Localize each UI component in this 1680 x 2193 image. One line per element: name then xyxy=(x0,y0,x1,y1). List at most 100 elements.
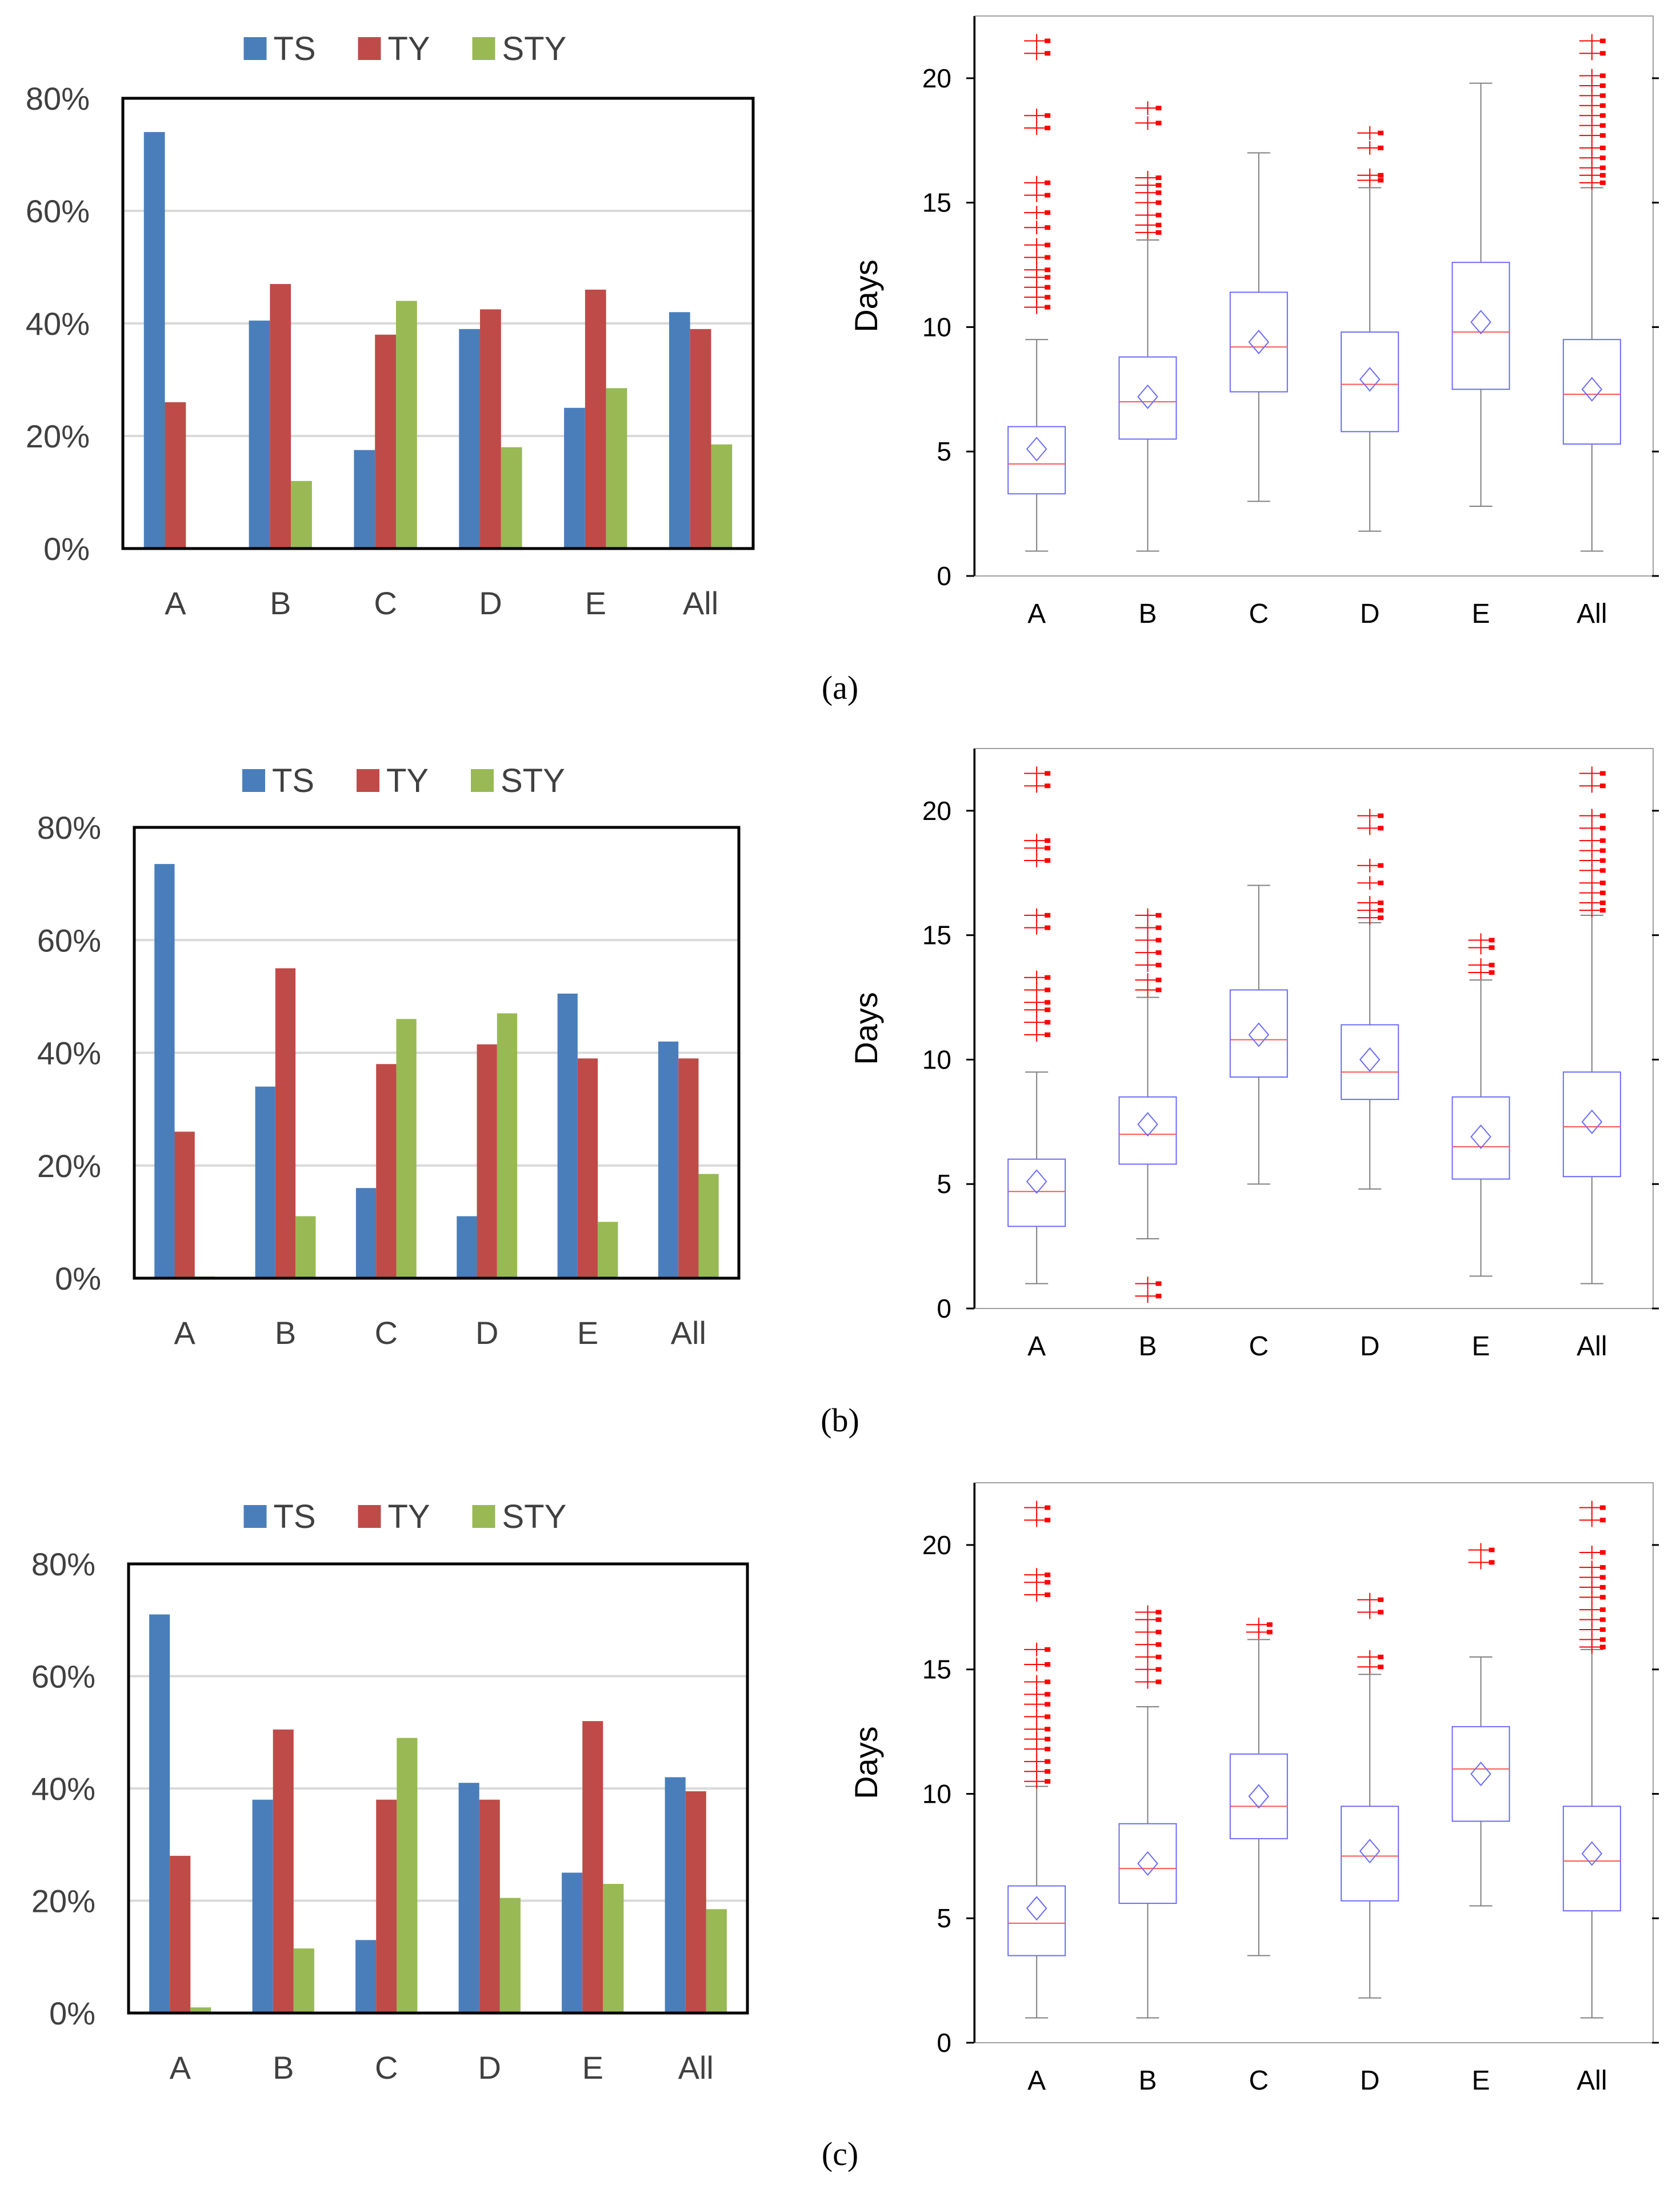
outlier-marker xyxy=(1135,1662,1162,1676)
outlier-dot xyxy=(1378,173,1384,178)
legend-label-ts: TS xyxy=(272,762,314,799)
outlier-marker xyxy=(1024,970,1051,985)
outlier-dot xyxy=(1045,285,1051,290)
outlier-dot xyxy=(1045,925,1051,930)
mean-marker xyxy=(1248,1784,1270,1809)
outlier-marker xyxy=(1024,206,1051,220)
outlier-marker xyxy=(1579,821,1606,835)
outlier-dot xyxy=(1378,1597,1384,1602)
box-c xyxy=(1229,1618,1288,1956)
x-tick-label: B xyxy=(273,2050,294,2086)
box-c xyxy=(1229,885,1288,1185)
outlier-marker xyxy=(1579,1500,1606,1515)
outlier-marker xyxy=(1135,973,1162,987)
bar-sty-d xyxy=(501,447,522,549)
bar-ts-c xyxy=(354,450,375,549)
outlier-dot xyxy=(1599,1565,1606,1570)
bar-ts-all xyxy=(665,1777,686,2013)
bar-ty-e xyxy=(582,1721,603,2013)
outlier-dot xyxy=(1045,1505,1051,1510)
outlier-marker xyxy=(1579,1603,1606,1617)
bar-ts-e xyxy=(557,993,578,1278)
outlier-marker xyxy=(1357,896,1384,910)
box-a xyxy=(1007,34,1066,552)
outlier-dot xyxy=(1599,1595,1606,1600)
outlier-marker xyxy=(1135,1625,1162,1639)
bar-sty-e xyxy=(606,388,627,549)
outlier-dot xyxy=(1489,1547,1495,1552)
plot-frame xyxy=(127,1562,749,2015)
outlier-dot xyxy=(1045,1714,1051,1719)
iqr-box xyxy=(1562,339,1621,445)
outlier-dot xyxy=(1378,145,1384,150)
y-axis-label: Days xyxy=(848,992,884,1065)
y-tick-label: 40% xyxy=(37,1035,101,1071)
outlier-dot xyxy=(1045,1580,1051,1585)
iqr-box xyxy=(1118,356,1177,440)
box-b xyxy=(1118,1605,1177,2019)
outlier-dot xyxy=(1599,858,1606,863)
iqr-box xyxy=(1229,989,1288,1078)
outlier-dot xyxy=(1045,38,1051,43)
outlier-dot xyxy=(1045,913,1051,918)
bar-ts-e xyxy=(564,407,585,549)
outlier-dot xyxy=(1045,1736,1051,1742)
box-all xyxy=(1562,766,1621,1284)
legend-label-ts: TS xyxy=(274,1498,316,1535)
outlier-dot xyxy=(1045,1759,1051,1764)
outlier-dot xyxy=(1045,1592,1051,1597)
outlier-dot xyxy=(1378,826,1384,831)
outlier-marker xyxy=(1135,1650,1162,1664)
outlier-marker xyxy=(1024,908,1051,922)
box-a xyxy=(1007,766,1066,1284)
outlier-dot xyxy=(1599,51,1606,56)
outlier-dot xyxy=(1378,813,1384,818)
outlier-marker xyxy=(1579,46,1606,61)
bar-ts-b xyxy=(255,1086,275,1278)
outlier-dot xyxy=(1155,1679,1162,1684)
outlier-marker xyxy=(1357,1650,1384,1664)
bar-ts-a xyxy=(149,1614,170,2013)
outlier-marker xyxy=(1024,1722,1051,1736)
outlier-marker xyxy=(1024,1657,1051,1671)
outlier-marker xyxy=(1579,1560,1606,1575)
outlier-marker xyxy=(1024,921,1051,935)
legend-label-ty: TY xyxy=(388,1498,430,1535)
outlier-dot xyxy=(1599,771,1606,776)
bar-ty-a xyxy=(174,1131,195,1278)
outlier-dot xyxy=(1155,1667,1162,1672)
y-tick-label: 80% xyxy=(26,81,90,117)
outlier-dot xyxy=(1045,1020,1051,1025)
outlier-marker xyxy=(1024,1754,1051,1768)
bar-ty-a xyxy=(170,1855,191,2013)
bar-ty-all xyxy=(690,329,711,549)
outlier-marker xyxy=(1024,1710,1051,1724)
outlier-marker xyxy=(1024,121,1051,135)
outlier-dot xyxy=(1155,200,1162,205)
bar-sty-e xyxy=(603,1884,624,2013)
bar-sty-d xyxy=(497,1013,518,1278)
bar-ty-c xyxy=(376,1799,397,2013)
outlier-marker xyxy=(1357,141,1384,155)
outlier-dot xyxy=(1599,813,1606,818)
box-all xyxy=(1562,34,1621,552)
outlier-dot xyxy=(1599,890,1606,895)
bar-sty-all xyxy=(711,444,733,549)
y-axis-label: Days xyxy=(848,1726,884,1799)
iqr-box xyxy=(1451,262,1510,390)
legend-label-sty: STY xyxy=(501,762,565,799)
outlier-marker xyxy=(1024,995,1051,1010)
mean-marker xyxy=(1137,384,1158,409)
outlier-dot xyxy=(1599,1584,1606,1590)
bar-ty-b xyxy=(275,968,296,1278)
x-tick-label: C xyxy=(374,585,397,621)
y-tick-label: 0% xyxy=(55,1260,101,1296)
y-tick-label: 60% xyxy=(26,193,90,229)
box-a xyxy=(1007,1500,1066,2019)
bar-ty-e xyxy=(585,289,606,549)
outlier-dot xyxy=(1045,1572,1051,1578)
plot-frame xyxy=(975,1482,1654,2043)
x-tick-label: C xyxy=(1249,2066,1269,2096)
iqr-box xyxy=(1562,1806,1621,1912)
outlier-marker xyxy=(1357,821,1384,835)
